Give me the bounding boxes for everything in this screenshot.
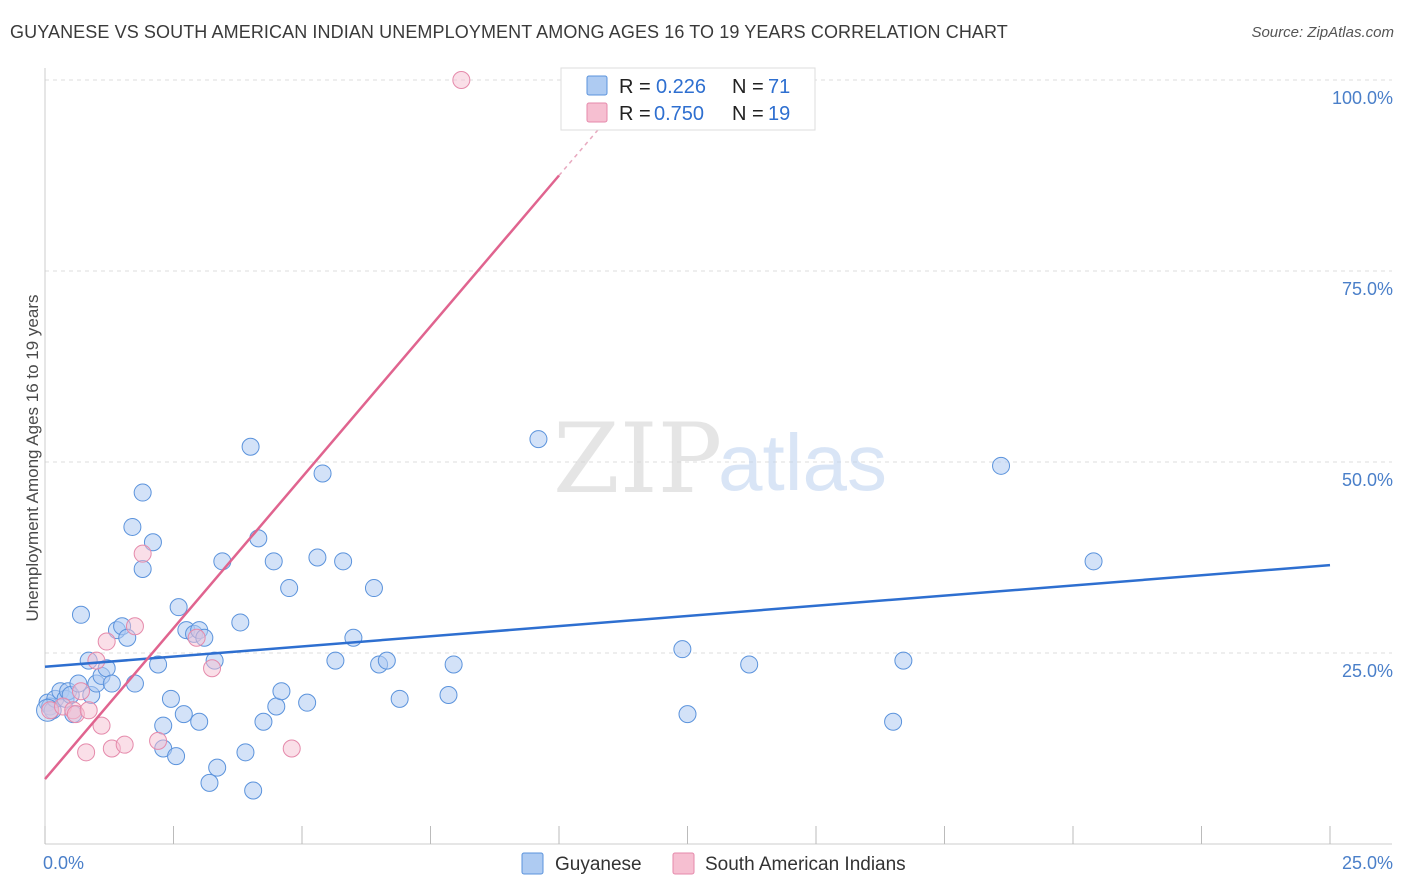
guyanese-point [272, 682, 291, 701]
guyanese-point [200, 773, 219, 792]
guyanese-point [102, 674, 121, 693]
south-american-indian-trend-extension [558, 126, 601, 176]
guyanese-point [334, 552, 353, 571]
guyanese-point [149, 655, 168, 674]
watermark: ZIP atlas [553, 403, 887, 515]
south-american-indian-point [115, 735, 134, 754]
guyanese-point [894, 651, 913, 670]
legend-n-value: 71 [768, 76, 790, 98]
guyanese-point [364, 579, 383, 598]
guyanese-point [254, 712, 273, 731]
legend-r-label: R = [619, 103, 651, 125]
guyanese-point [161, 689, 180, 708]
chart-title: GUYANESE VS SOUTH AMERICAN INDIAN UNEMPL… [10, 22, 1008, 42]
legend-n-label: N = [732, 103, 764, 125]
guyanese-point [125, 674, 144, 693]
south-american-indian-point [187, 628, 206, 647]
guyanese-point [154, 716, 173, 735]
south-american-indian-point [77, 743, 96, 762]
x-tick-label: 0.0% [43, 853, 84, 873]
bottom-legend-label-south-american-indians: South American Indians [705, 854, 906, 875]
legend-swatch-guyanese [586, 75, 608, 96]
bottom-legend: Guyanese South American Indians [521, 852, 906, 875]
guyanese-point [1084, 552, 1103, 571]
guyanese-point [249, 529, 268, 548]
legend-r-label: R = [619, 76, 651, 98]
guyanese-point [169, 598, 188, 617]
legend-n-value: 19 [768, 103, 790, 125]
bottom-legend-label-guyanese: Guyanese [555, 854, 642, 875]
guyanese-point [740, 655, 759, 674]
guyanese-point [390, 689, 409, 708]
guyanese-point [174, 705, 193, 724]
guyanese-point [231, 613, 250, 632]
south-american-indian-point [79, 701, 98, 720]
guyanese-point [326, 651, 345, 670]
south-american-indian-point [133, 544, 152, 563]
guyanese-point [143, 533, 162, 552]
guyanese-trend-line [44, 563, 1331, 668]
guyanese-point [444, 655, 463, 674]
guyanese-point [529, 430, 548, 449]
legend-n-label: N = [732, 76, 764, 98]
legend-r-value: 0.226 [656, 76, 706, 98]
guyanese-point [313, 464, 332, 483]
south-american-indian-point [149, 731, 168, 750]
guyanese-point [992, 456, 1011, 475]
guyanese-point [678, 705, 697, 724]
bottom-legend-swatch-south-american-indians [672, 852, 695, 875]
watermark-atlas: atlas [718, 418, 887, 507]
guyanese-point [264, 552, 283, 571]
y-axis-label: Unemployment Among Ages 16 to 19 years [23, 295, 42, 622]
legend-swatch-south-american-indians [586, 102, 608, 123]
guyanese-point [123, 517, 142, 536]
guyanese-point [439, 686, 458, 705]
south-american-indian-point [71, 682, 90, 701]
guyanese-point [673, 640, 692, 659]
south-american-indian-trend-line [44, 174, 560, 780]
source-label: Source: ZipAtlas.com [1251, 24, 1394, 41]
tick-labels: 25.0% 50.0% 75.0% 100.0% 0.0% 25.0% [43, 88, 1393, 873]
south-american-indian-point [282, 739, 301, 758]
guyanese-point [236, 743, 255, 762]
guyanese-point [71, 605, 90, 624]
south-american-indian-point [87, 651, 106, 670]
guyanese-point [213, 552, 232, 571]
x-tick-label: 25.0% [1342, 853, 1393, 873]
trend-lines [44, 126, 1331, 780]
south-american-indian-point [125, 617, 144, 636]
south-american-indian-points [41, 71, 471, 762]
guyanese-point [244, 781, 263, 800]
guyanese-point [167, 747, 186, 766]
top-legend: R = 0.226 N = 71 R = 0.750 N = 19 [560, 67, 816, 131]
guyanese-point [133, 559, 152, 578]
guyanese-point [241, 437, 260, 456]
y-tick-label: 75.0% [1342, 279, 1393, 299]
south-american-indian-point [97, 632, 116, 651]
legend-r-value: 0.750 [654, 103, 704, 125]
guyanese-point [298, 693, 317, 712]
y-tick-label: 100.0% [1332, 88, 1393, 108]
south-american-indian-point [452, 71, 471, 89]
guyanese-point [308, 548, 327, 567]
watermark-zip: ZIP [553, 403, 722, 515]
y-tick-label: 50.0% [1342, 470, 1393, 490]
guyanese-point [267, 697, 286, 716]
south-american-indian-point [92, 716, 111, 735]
y-tick-label: 25.0% [1342, 661, 1393, 681]
bottom-legend-swatch-guyanese [521, 852, 544, 875]
guyanese-point [133, 483, 152, 502]
guyanese-point [280, 579, 299, 598]
south-american-indian-point [203, 659, 222, 678]
guyanese-point [377, 651, 396, 670]
guyanese-point [884, 712, 903, 731]
guyanese-point [208, 758, 227, 777]
guyanese-point [190, 712, 209, 731]
grid-lines [45, 79, 1392, 654]
